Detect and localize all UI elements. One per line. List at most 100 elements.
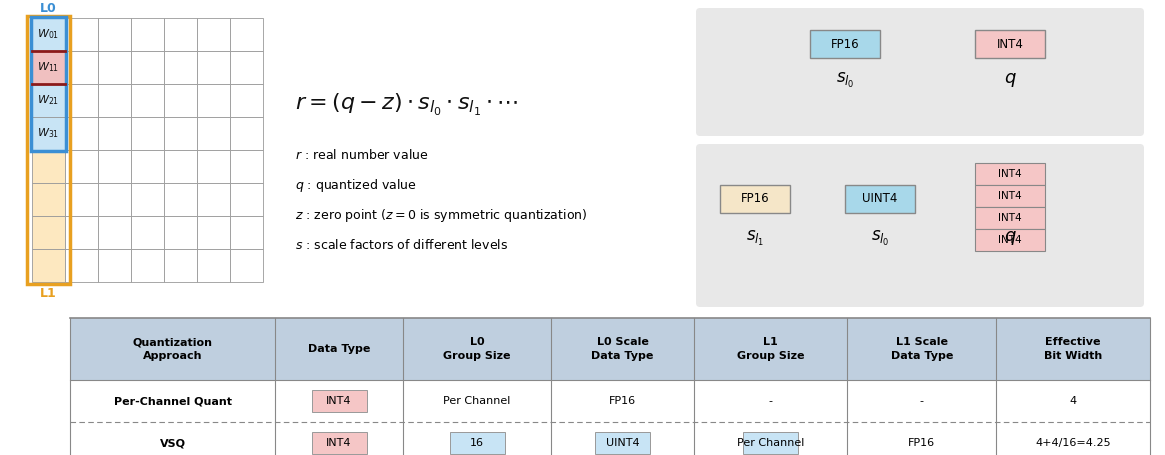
Text: 16: 16 [471, 438, 485, 448]
Bar [230, 216, 263, 249]
Text: FP16: FP16 [831, 37, 860, 51]
Bar [65, 117, 98, 150]
Bar [230, 150, 263, 183]
Text: $W_{21}$: $W_{21}$ [37, 94, 59, 107]
Bar [98, 249, 130, 282]
Bar [197, 51, 230, 84]
Text: L0 Scale
Data Type: L0 Scale Data Type [592, 338, 654, 361]
Bar [130, 117, 164, 150]
Text: $z$ : zero point ($z = 0$ is symmetric quantization): $z$ : zero point ($z = 0$ is symmetric q… [295, 207, 587, 223]
Text: $s_{l_1}$: $s_{l_1}$ [746, 228, 764, 248]
Text: $W_{31}$: $W_{31}$ [37, 126, 59, 141]
Text: UINT4: UINT4 [606, 438, 640, 448]
Text: $q$: $q$ [1003, 229, 1016, 247]
Bar [311, 390, 367, 412]
Bar [975, 185, 1045, 207]
Text: Per Channel: Per Channel [444, 396, 510, 406]
Bar [164, 183, 197, 216]
Bar [230, 84, 263, 117]
Bar [595, 432, 650, 454]
Bar [130, 150, 164, 183]
Bar [743, 432, 798, 454]
Text: $W_{01}$: $W_{01}$ [37, 28, 59, 41]
Bar [98, 18, 130, 51]
Text: -: - [769, 396, 772, 406]
FancyBboxPatch shape [696, 8, 1144, 136]
Bar [810, 30, 880, 58]
Bar [70, 318, 1150, 380]
Bar [845, 185, 915, 213]
Bar [65, 249, 98, 282]
Bar [197, 18, 230, 51]
Text: UINT4: UINT4 [862, 192, 898, 206]
Bar [230, 117, 263, 150]
Text: 4+4/16=4.25: 4+4/16=4.25 [1036, 438, 1111, 448]
Text: $s$ : scale factors of different levels: $s$ : scale factors of different levels [295, 238, 508, 252]
Bar [98, 216, 130, 249]
Bar [31, 18, 65, 51]
Bar [65, 150, 98, 183]
Bar [230, 249, 263, 282]
Text: $q$ : quantized value: $q$ : quantized value [295, 177, 417, 193]
Text: Effective
Bit Width: Effective Bit Width [1044, 338, 1102, 361]
Bar [31, 183, 65, 216]
Text: L1
Group Size: L1 Group Size [736, 338, 804, 361]
Text: INT4: INT4 [998, 169, 1022, 179]
Bar [31, 84, 65, 117]
Bar [130, 51, 164, 84]
Text: INT4: INT4 [998, 213, 1022, 223]
Text: Per-Channel Quant: Per-Channel Quant [114, 396, 232, 406]
Text: FP16: FP16 [609, 396, 636, 406]
Bar [975, 163, 1045, 185]
Bar [197, 249, 230, 282]
Bar [98, 183, 130, 216]
Bar [130, 216, 164, 249]
Text: Quantization
Approach: Quantization Approach [133, 338, 212, 361]
Bar [230, 51, 263, 84]
Bar [197, 183, 230, 216]
Text: -: - [919, 396, 924, 406]
Bar [197, 84, 230, 117]
Bar [164, 51, 197, 84]
Text: $q$: $q$ [1003, 71, 1016, 89]
FancyBboxPatch shape [696, 144, 1144, 307]
Bar [70, 422, 1150, 455]
Bar [65, 18, 98, 51]
Bar [65, 84, 98, 117]
Bar [130, 183, 164, 216]
Bar [164, 249, 197, 282]
Bar [164, 150, 197, 183]
Text: L0: L0 [40, 2, 57, 15]
Bar [65, 216, 98, 249]
Text: Data Type: Data Type [308, 344, 370, 354]
Text: $s_{l_0}$: $s_{l_0}$ [870, 228, 889, 248]
Bar [27, 16, 70, 284]
Bar [230, 18, 263, 51]
Text: INT4: INT4 [998, 235, 1022, 245]
Bar [311, 432, 367, 454]
Bar [130, 249, 164, 282]
Bar [164, 117, 197, 150]
Bar [31, 17, 66, 151]
Bar [98, 117, 130, 150]
Bar [65, 183, 98, 216]
Bar [197, 117, 230, 150]
Text: L0
Group Size: L0 Group Size [444, 338, 511, 361]
Bar [31, 249, 65, 282]
Text: INT4: INT4 [326, 396, 352, 406]
Bar [65, 51, 98, 84]
Bar [98, 84, 130, 117]
Bar [31, 51, 65, 84]
Bar [975, 229, 1045, 251]
Bar [975, 207, 1045, 229]
Text: 4: 4 [1069, 396, 1076, 406]
Bar [98, 51, 130, 84]
Text: Per Channel: Per Channel [736, 438, 804, 448]
Bar [130, 84, 164, 117]
Bar [975, 30, 1045, 58]
Text: FP16: FP16 [741, 192, 769, 206]
Text: VSQ: VSQ [160, 438, 185, 448]
Bar [164, 18, 197, 51]
Text: L1 Scale
Data Type: L1 Scale Data Type [890, 338, 953, 361]
Text: FP16: FP16 [909, 438, 935, 448]
